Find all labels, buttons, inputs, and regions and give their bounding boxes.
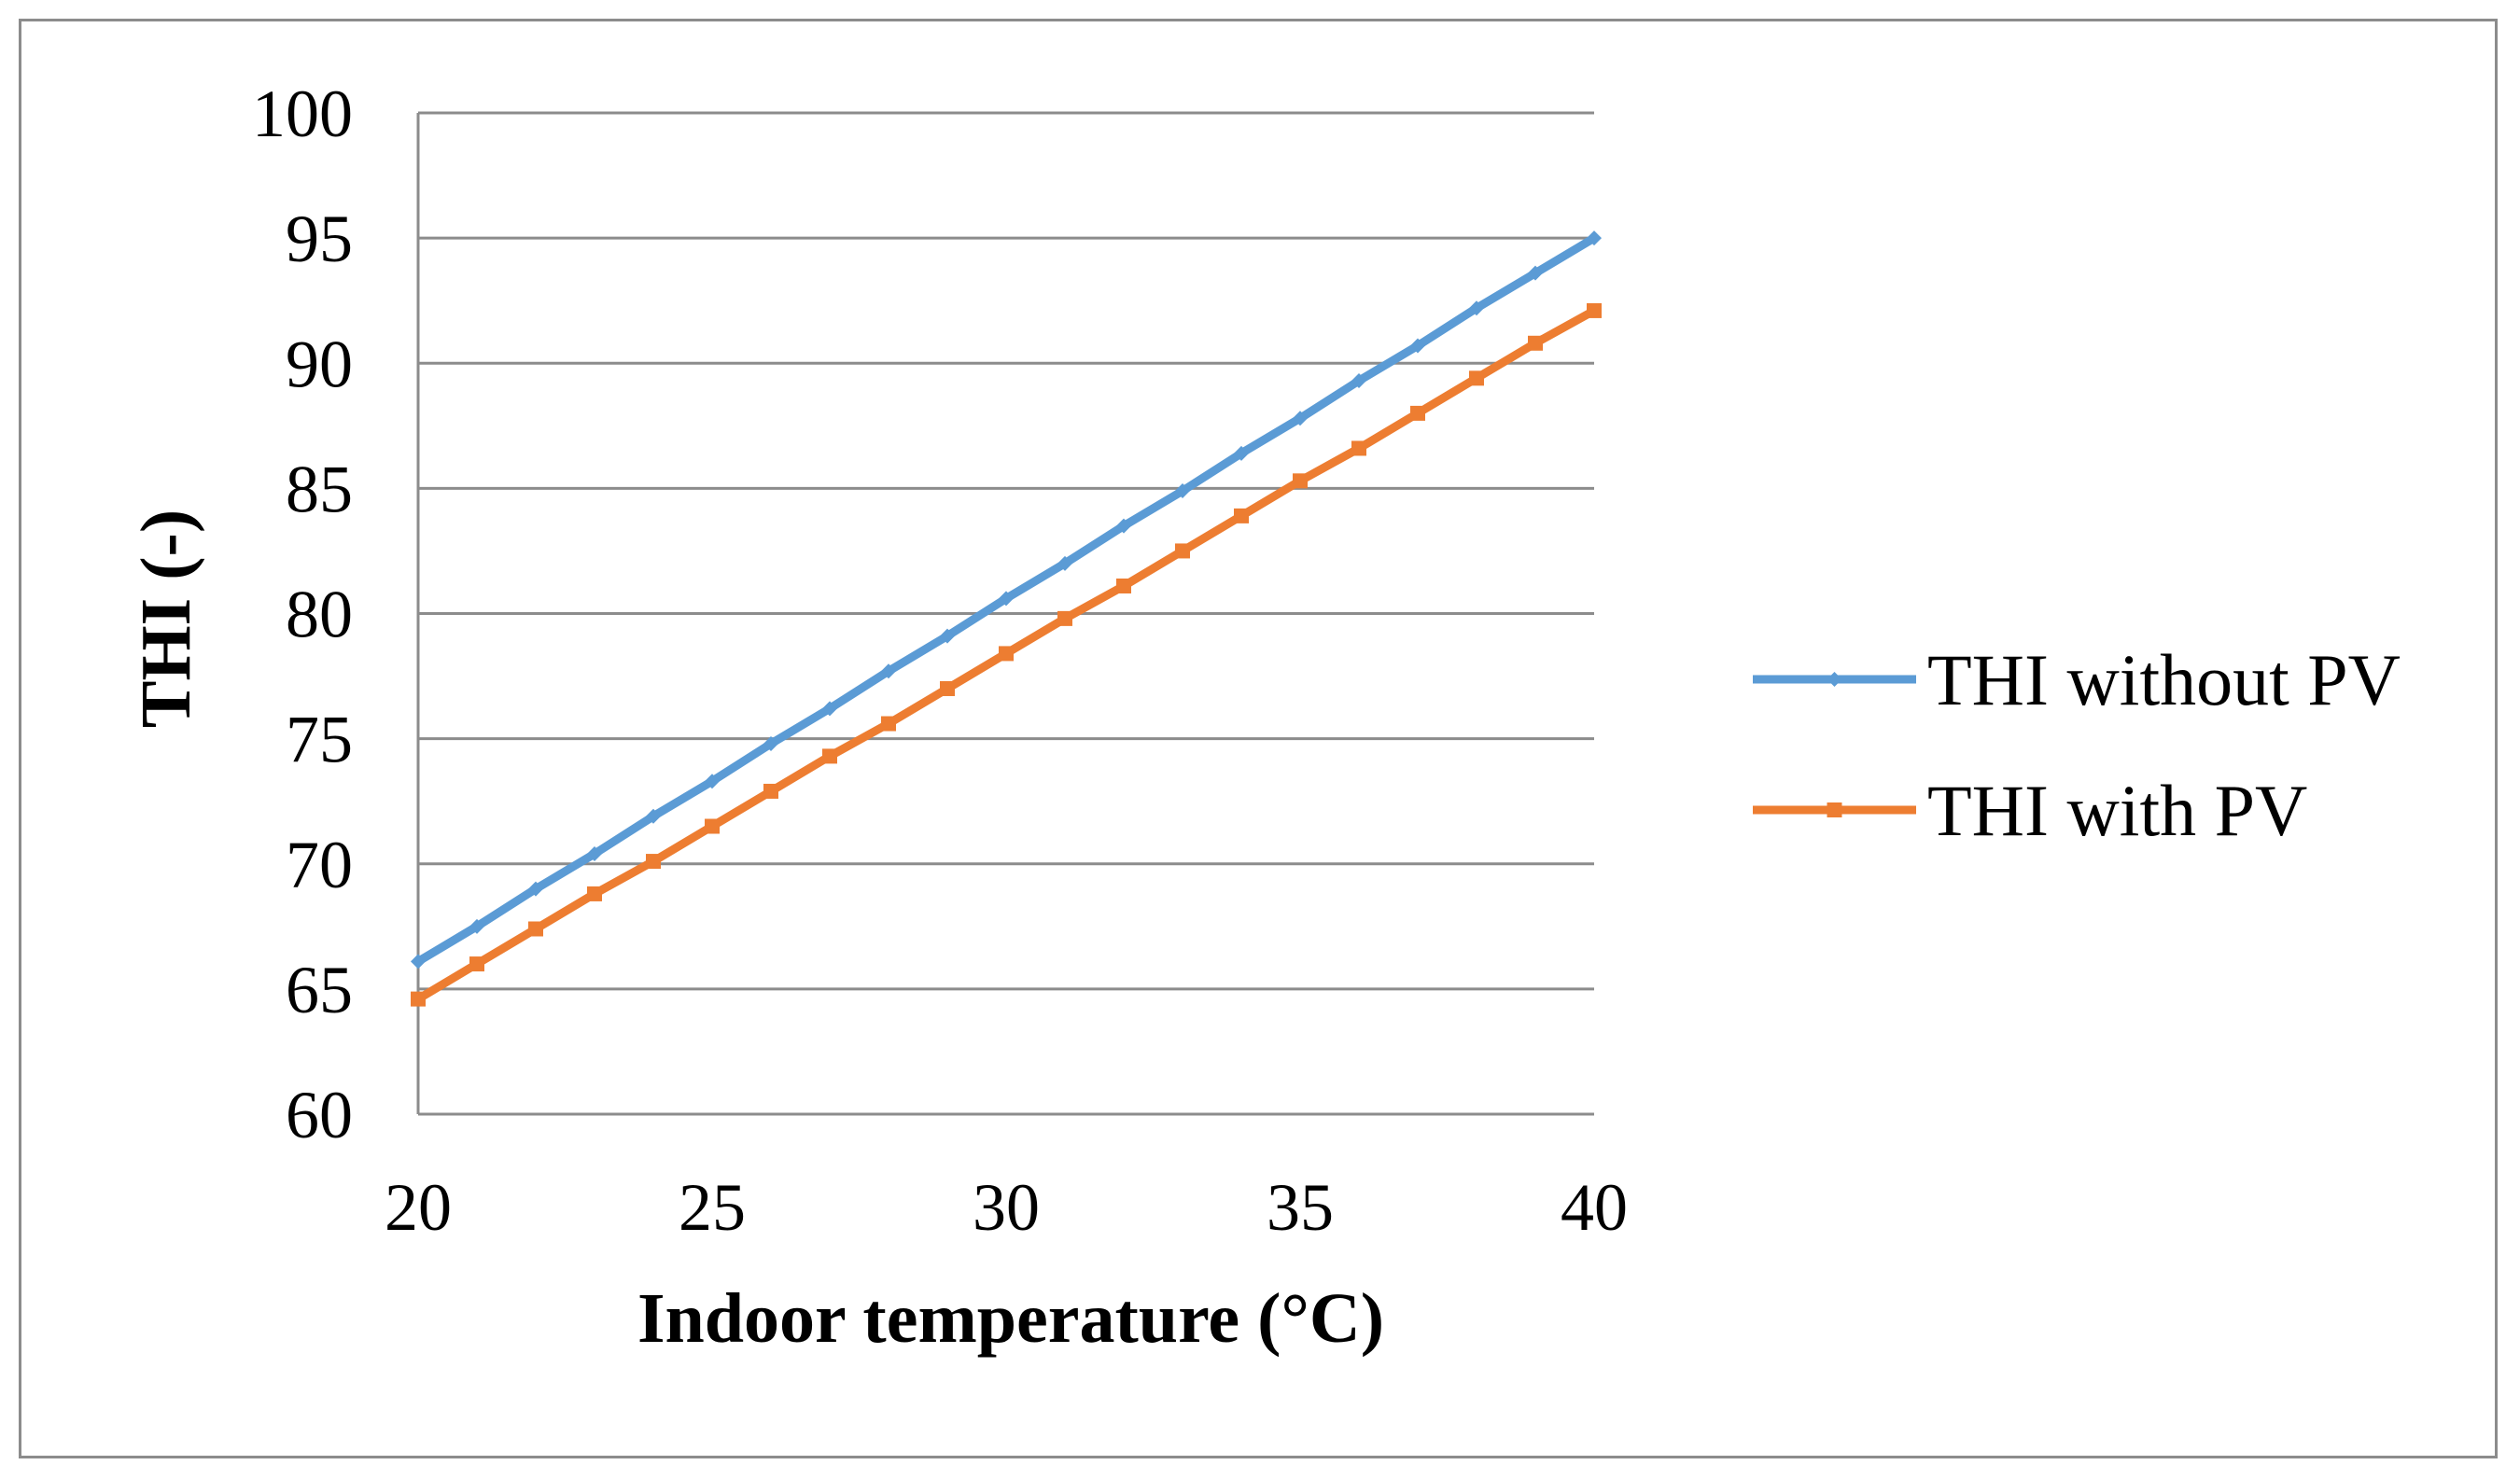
x-tick-label: 40 <box>1561 1170 1628 1245</box>
series-thi-without-pv <box>411 230 1602 970</box>
data-point <box>881 716 896 732</box>
data-point <box>940 628 955 644</box>
legend-marker-thi-with-pv <box>1827 802 1842 817</box>
data-point <box>528 881 543 897</box>
y-tick-label: 75 <box>286 703 353 777</box>
data-point <box>1293 473 1308 489</box>
data-point <box>587 846 602 862</box>
data-point <box>940 680 955 696</box>
data-point <box>1057 555 1072 571</box>
data-point <box>881 663 896 679</box>
data-point <box>1469 370 1484 386</box>
data-point <box>646 808 661 824</box>
data-point <box>1234 445 1249 461</box>
data-point <box>1528 265 1543 281</box>
data-point <box>411 991 426 1007</box>
data-point <box>1175 543 1190 559</box>
gridlines <box>418 111 1594 991</box>
data-point <box>1587 302 1602 318</box>
data-point <box>999 646 1014 662</box>
y-tick-label: 85 <box>286 452 353 526</box>
data-point <box>1528 335 1543 351</box>
data-point <box>646 854 661 870</box>
y-tick-label: 60 <box>286 1078 353 1152</box>
data-point <box>999 591 1014 607</box>
legend-label-thi-without-pv: THI without PV <box>1927 639 2401 720</box>
data-point <box>822 748 837 764</box>
data-point <box>1234 508 1249 523</box>
legend-item-thi-with-pv: THI with PV <box>1753 770 2307 851</box>
data-point <box>1469 300 1484 316</box>
data-point <box>1116 578 1131 593</box>
y-tick-label: 100 <box>252 77 353 151</box>
data-point <box>1351 440 1366 456</box>
series-thi-with-pv <box>411 302 1602 1007</box>
data-point <box>763 783 778 799</box>
chart-frame: 60 65 70 75 80 85 90 95 100 20 25 30 35 40 THI (-) I… <box>19 19 2498 1458</box>
data-point <box>1175 483 1190 499</box>
y-tick-label: 80 <box>286 578 353 652</box>
series <box>411 230 1602 1007</box>
data-point <box>1351 373 1366 389</box>
data-point <box>1057 610 1072 626</box>
y-tick-label: 65 <box>286 953 353 1027</box>
x-tick-label: 25 <box>679 1170 746 1245</box>
legend: THI without PV THI with PV <box>1753 639 2401 851</box>
data-point <box>528 921 543 937</box>
x-tick-label: 20 <box>385 1170 452 1245</box>
data-point <box>1410 405 1425 421</box>
thi-line-chart: 60 65 70 75 80 85 90 95 100 20 25 30 35 40 THI (-) I… <box>127 77 2401 1358</box>
data-point <box>705 774 720 789</box>
legend-label-thi-with-pv: THI with PV <box>1927 770 2307 851</box>
data-point <box>1587 230 1602 246</box>
y-tick-label: 70 <box>286 828 353 902</box>
y-axis-title: THI (-) <box>127 509 205 728</box>
data-point <box>587 886 602 901</box>
data-point <box>1410 338 1425 354</box>
legend-item-thi-without-pv: THI without PV <box>1753 639 2401 720</box>
x-tick-labels: 20 25 30 35 40 <box>385 1170 1628 1245</box>
x-axis-title: Indoor temperature (°C) <box>637 1279 1384 1358</box>
legend-marker-thi-without-pv <box>1827 672 1842 687</box>
y-tick-label: 95 <box>286 202 353 276</box>
data-point <box>1293 411 1308 426</box>
axes <box>416 113 1594 1116</box>
data-point <box>469 918 484 934</box>
y-tick-labels: 60 65 70 75 80 85 90 95 100 <box>252 77 353 1152</box>
data-point <box>469 956 484 972</box>
x-tick-label: 30 <box>973 1170 1040 1245</box>
data-point <box>705 818 720 834</box>
data-point <box>1116 518 1131 534</box>
y-tick-label: 90 <box>286 327 353 401</box>
x-tick-label: 35 <box>1267 1170 1334 1245</box>
data-point <box>763 735 778 751</box>
data-point <box>822 701 837 717</box>
